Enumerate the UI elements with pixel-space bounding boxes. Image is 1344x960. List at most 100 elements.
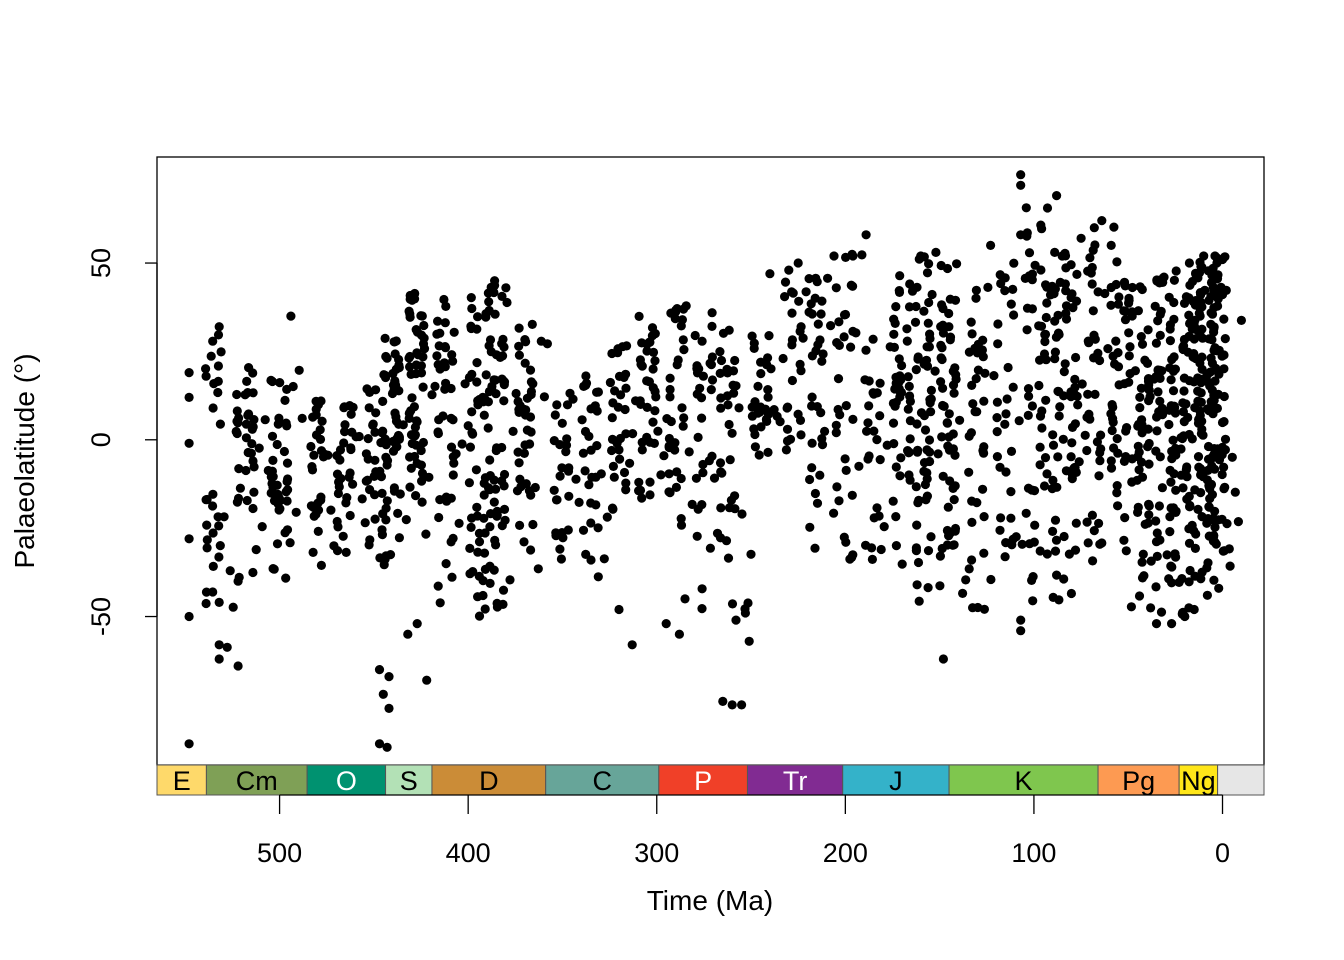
data-point: [435, 598, 445, 608]
data-point: [948, 366, 958, 376]
data-point: [202, 543, 212, 553]
data-point: [374, 739, 385, 749]
data-point: [861, 540, 871, 550]
data-point: [514, 350, 525, 360]
data-point: [1036, 321, 1047, 331]
data-point: [807, 438, 817, 448]
data-point: [1166, 375, 1176, 385]
data-point: [913, 557, 924, 568]
data-point: [202, 520, 212, 530]
data-point: [1150, 301, 1160, 311]
data-point: [1059, 531, 1069, 542]
data-point: [744, 636, 754, 646]
data-point: [464, 372, 474, 383]
data-point: [390, 349, 400, 359]
data-point: [1210, 506, 1220, 516]
data-point: [1144, 501, 1154, 511]
data-point: [338, 531, 348, 541]
data-point: [580, 426, 591, 437]
data-point: [730, 491, 740, 501]
data-point: [1167, 354, 1177, 365]
data-point: [214, 640, 224, 650]
data-point: [1089, 330, 1099, 340]
data-point: [905, 279, 915, 289]
data-point: [968, 399, 978, 409]
data-point: [841, 465, 851, 475]
data-point: [346, 409, 356, 419]
data-point: [281, 573, 291, 583]
data-point: [933, 449, 943, 459]
data-point: [875, 455, 885, 465]
data-point: [661, 619, 671, 629]
data-point: [986, 240, 996, 250]
data-point: [201, 364, 211, 374]
data-point: [787, 308, 797, 318]
data-point: [978, 484, 988, 494]
data-point: [1030, 520, 1040, 530]
data-point: [949, 495, 959, 505]
data-point: [798, 333, 808, 343]
data-point: [665, 384, 675, 395]
data-point: [1041, 395, 1051, 405]
data-point: [746, 549, 756, 559]
data-point: [716, 393, 726, 403]
data-point: [448, 356, 458, 366]
data-point: [486, 347, 496, 357]
data-point: [1061, 286, 1071, 296]
data-point: [485, 561, 495, 571]
data-point: [966, 317, 976, 327]
data-point: [364, 540, 374, 550]
data-point: [539, 392, 550, 402]
data-point: [1171, 266, 1181, 276]
data-point: [394, 533, 404, 543]
data-point: [515, 520, 525, 531]
data-point: [912, 282, 922, 292]
data-point: [362, 384, 372, 394]
data-point: [362, 475, 373, 485]
data-point: [1088, 556, 1098, 566]
data-point: [938, 320, 948, 330]
data-point: [480, 528, 490, 538]
data-point: [1137, 557, 1147, 567]
data-point: [942, 525, 953, 536]
data-point: [483, 397, 493, 407]
data-point: [1135, 282, 1145, 292]
data-point: [905, 396, 916, 406]
data-point: [1040, 330, 1050, 340]
data-point: [993, 339, 1003, 349]
data-point: [903, 372, 913, 382]
data-point: [895, 271, 905, 281]
data-point: [1113, 299, 1123, 309]
data-point: [215, 541, 225, 551]
data-point: [782, 424, 793, 434]
data-point: [491, 540, 501, 550]
data-point: [1219, 314, 1229, 324]
period-label: C: [593, 766, 613, 796]
data-point: [388, 368, 398, 379]
data-point: [306, 441, 316, 452]
data-point: [247, 439, 257, 449]
data-point: [1167, 619, 1177, 629]
data-point: [403, 629, 413, 639]
data-point: [943, 502, 953, 512]
data-point: [487, 385, 497, 395]
data-point: [872, 503, 882, 513]
data-point: [380, 333, 390, 343]
data-point: [339, 438, 349, 448]
data-point: [405, 452, 415, 462]
data-point: [363, 454, 373, 464]
data-point: [1106, 463, 1117, 473]
data-point: [574, 497, 584, 507]
data-point: [1103, 344, 1113, 354]
data-point: [381, 452, 391, 462]
data-point: [466, 522, 476, 533]
data-point: [656, 470, 666, 480]
data-point: [341, 547, 351, 558]
data-point: [1008, 284, 1018, 294]
data-point: [440, 318, 450, 328]
data-point: [989, 371, 999, 381]
y-tick-label: -50: [86, 597, 116, 636]
data-point: [1017, 539, 1027, 549]
data-point: [1119, 535, 1129, 545]
data-point: [1120, 315, 1131, 325]
